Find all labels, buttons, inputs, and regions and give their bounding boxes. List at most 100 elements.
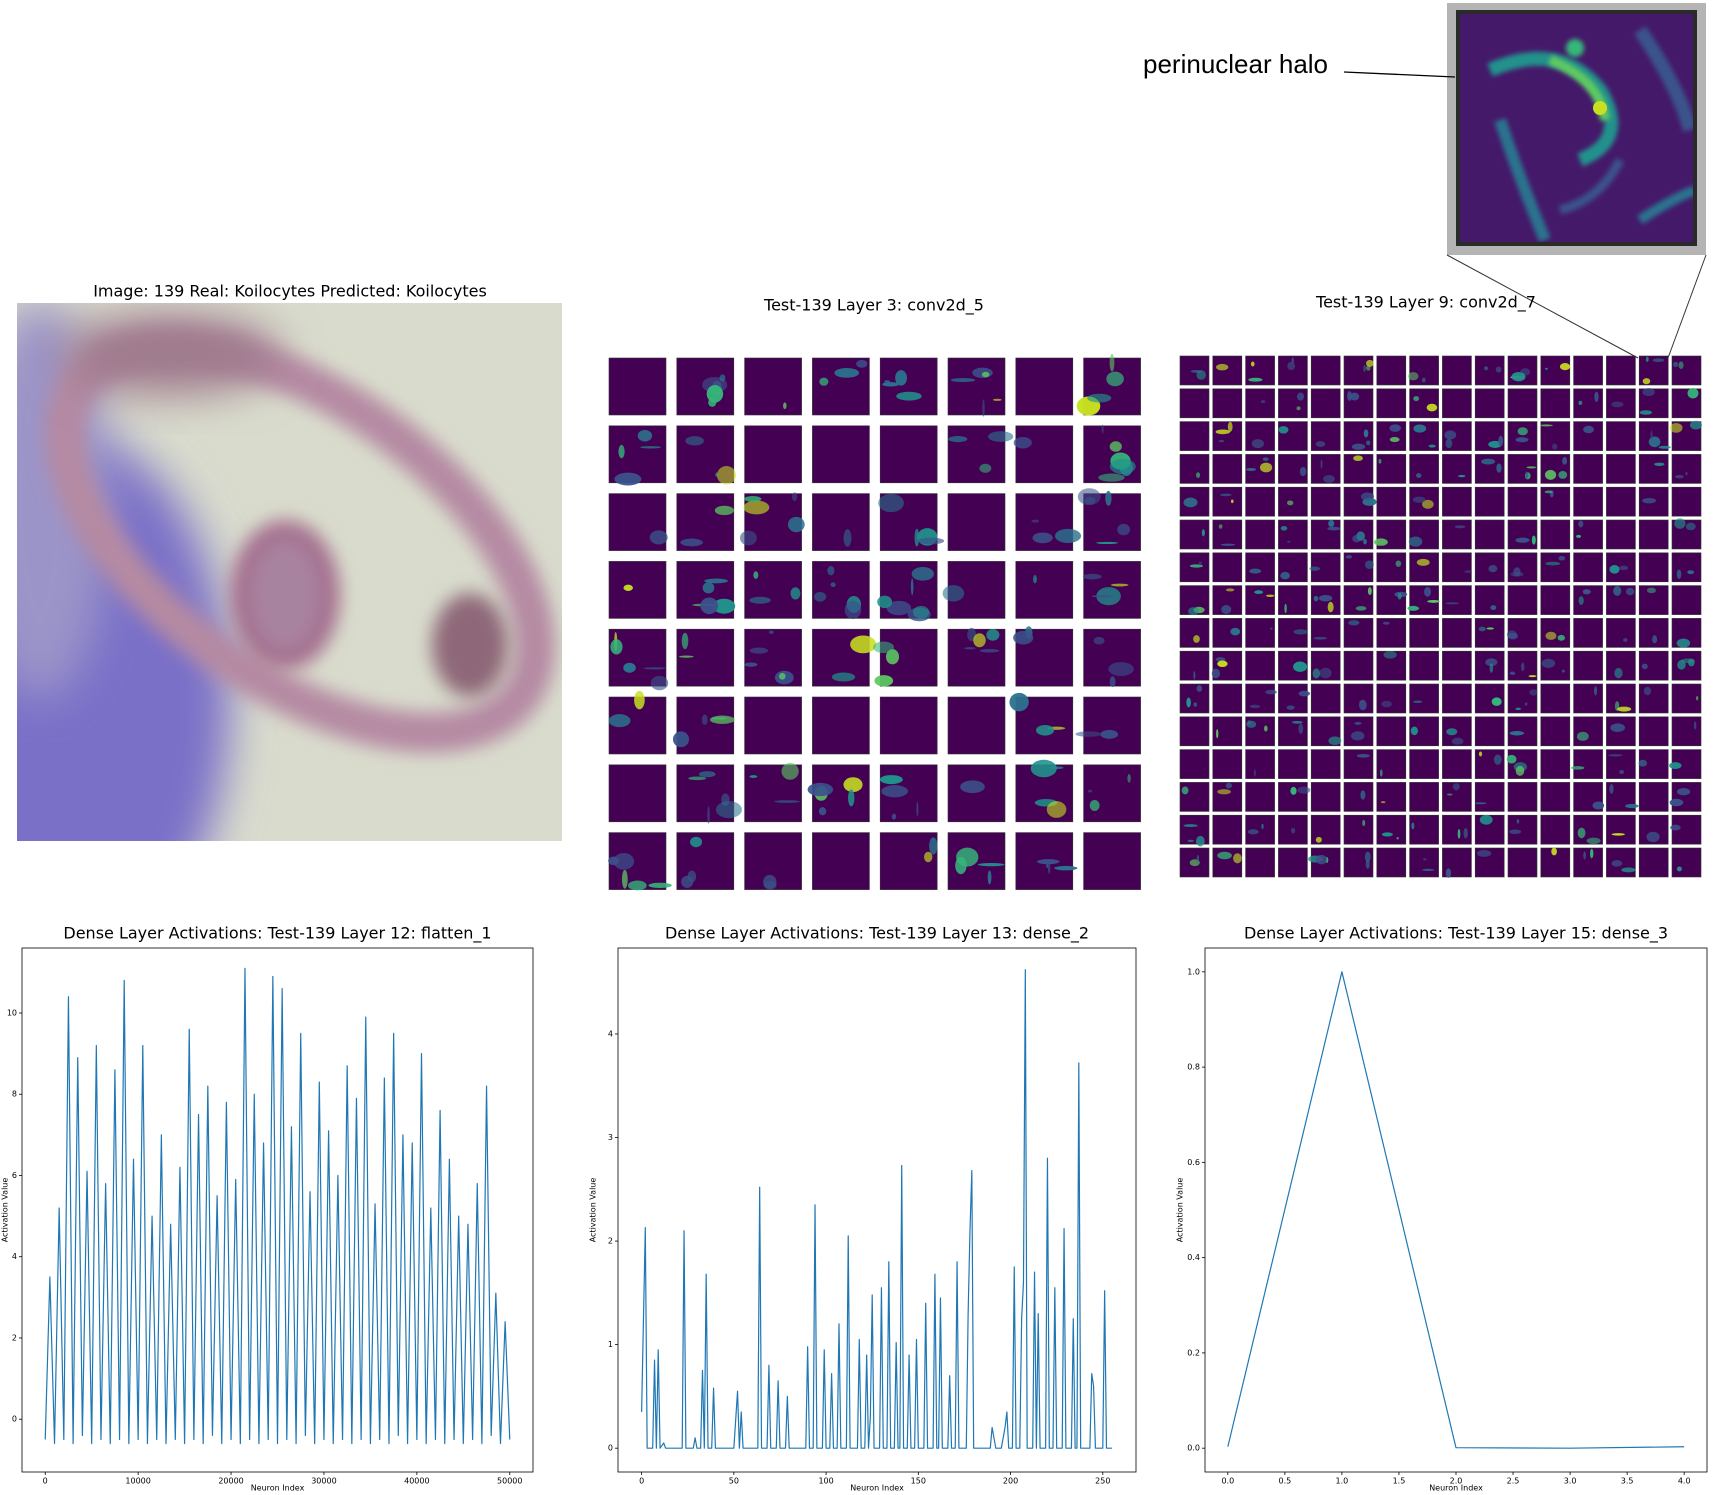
- feature-map: [1376, 749, 1407, 779]
- feature-map: [812, 357, 870, 416]
- activation: [819, 377, 829, 386]
- feature-map: [1540, 618, 1571, 648]
- feature-map: [1245, 618, 1275, 648]
- activation: [783, 402, 787, 410]
- activation: [914, 528, 920, 547]
- activation: [614, 472, 642, 486]
- feature-map: [1212, 782, 1243, 812]
- activation: [1117, 523, 1131, 536]
- tile: [1507, 519, 1538, 550]
- activation: [1544, 367, 1548, 370]
- tile: [1310, 519, 1341, 550]
- feature-map: [878, 493, 945, 551]
- feature-map: [1507, 814, 1538, 845]
- activation: [1364, 851, 1371, 863]
- feature-maps-layer3: [608, 353, 1141, 891]
- activation: [1315, 836, 1322, 843]
- feature-map: [1573, 355, 1603, 386]
- feature-map: [1671, 683, 1702, 714]
- activation: [1521, 662, 1525, 672]
- activation: [1296, 406, 1301, 411]
- feature-map: [1245, 486, 1275, 517]
- activation: [1650, 430, 1653, 441]
- activation: [1545, 561, 1561, 566]
- feature-map: [1638, 454, 1669, 484]
- feature-map: [1376, 814, 1407, 845]
- feature-map: [1638, 355, 1669, 386]
- activation: [1328, 519, 1335, 528]
- feature-map: [1507, 585, 1538, 615]
- activation: [1617, 706, 1632, 712]
- tile: [879, 832, 938, 890]
- tile: [1573, 683, 1603, 714]
- tile: [1442, 388, 1472, 419]
- feature-map: [676, 561, 736, 619]
- feature-map: [1245, 716, 1275, 747]
- feature-map: [1075, 696, 1141, 755]
- feature-map: [1015, 493, 1082, 551]
- tile: [1671, 650, 1702, 681]
- activation: [896, 391, 922, 401]
- y-tick-label: 2: [608, 1237, 613, 1246]
- tile: [1507, 716, 1538, 747]
- tile: [1573, 847, 1603, 878]
- activation: [979, 648, 1000, 653]
- activation: [1576, 731, 1589, 741]
- activation: [1577, 827, 1586, 839]
- feature-map: [1082, 561, 1141, 619]
- activation: [1586, 837, 1601, 845]
- feature-map: [1308, 847, 1341, 878]
- feature-map: [676, 357, 735, 416]
- feature-map: [1245, 683, 1277, 714]
- activation: [1410, 726, 1418, 736]
- activation: [1422, 499, 1434, 509]
- tile: [1573, 355, 1603, 386]
- activation: [1407, 372, 1419, 381]
- activation: [700, 597, 719, 615]
- activation: [1609, 565, 1620, 574]
- activation: [874, 675, 894, 687]
- activation: [992, 398, 1002, 401]
- activation: [1093, 636, 1105, 645]
- activation: [1075, 731, 1102, 737]
- activation: [1030, 759, 1057, 778]
- activation: [1032, 532, 1053, 544]
- feature-map: [1245, 388, 1275, 419]
- tile: [1376, 847, 1407, 878]
- activation: [1110, 583, 1129, 587]
- activation: [1216, 728, 1219, 739]
- tile: [1638, 618, 1669, 648]
- feature-map: [1376, 650, 1407, 681]
- feature-map: [1638, 486, 1669, 517]
- activation: [1544, 490, 1553, 494]
- tile: [1638, 454, 1669, 484]
- activation: [1383, 650, 1397, 659]
- tile: [1310, 814, 1341, 845]
- activation: [1345, 555, 1353, 559]
- feature-map: [1606, 388, 1636, 419]
- feature-map: [1638, 585, 1669, 615]
- x-tick-label: 3.0: [1564, 1477, 1577, 1486]
- tile: [1442, 618, 1472, 648]
- tile: [1671, 486, 1702, 517]
- activation: [1220, 543, 1236, 546]
- feature-map: [1343, 716, 1374, 747]
- tile: [812, 493, 870, 551]
- tile: [1245, 847, 1275, 878]
- activation: [1516, 819, 1520, 824]
- tile: [1376, 683, 1407, 714]
- y-tick-label: 1.0: [1187, 967, 1200, 976]
- tile: [1507, 585, 1538, 615]
- feature-map: [1212, 519, 1243, 550]
- tile: [1540, 716, 1571, 747]
- feature-map: [1506, 618, 1538, 648]
- activation: [621, 869, 628, 889]
- activation: [1426, 403, 1438, 412]
- feature-map: [1442, 749, 1472, 779]
- activation: [1378, 458, 1382, 464]
- activation: [1515, 707, 1521, 711]
- activation: [1260, 400, 1266, 404]
- activation: [1526, 466, 1537, 469]
- axes-frame: [617, 947, 1137, 1473]
- feature-map: [1442, 552, 1473, 583]
